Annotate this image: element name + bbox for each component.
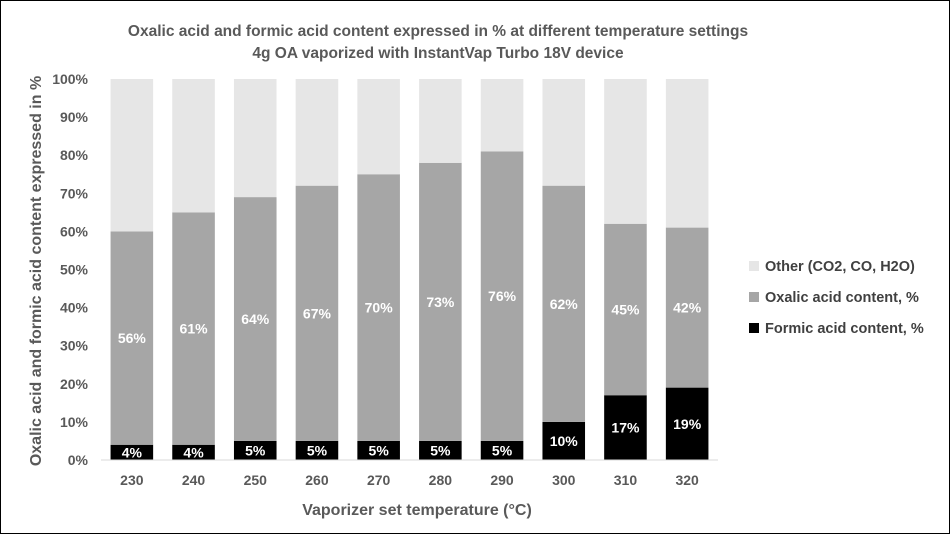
- data-label: 64%: [241, 311, 270, 327]
- x-axis-title: Vaporizer set temperature (°C): [302, 502, 532, 519]
- bar-segment-formic: [295, 440, 339, 460]
- bar-segment-other: [233, 79, 277, 198]
- data-label: 62%: [550, 296, 579, 312]
- legend-swatch: [749, 323, 759, 333]
- bar-segment-oxalic: [233, 197, 277, 441]
- data-label: 56%: [118, 330, 147, 346]
- legend-swatch: [749, 292, 759, 302]
- data-label: 70%: [365, 300, 394, 316]
- bar-segment-oxalic: [110, 231, 154, 445]
- data-label: 17%: [611, 420, 640, 436]
- x-tick-label: 240: [182, 472, 206, 488]
- data-label: 67%: [303, 305, 332, 321]
- bar-segment-formic: [110, 444, 154, 460]
- bar-segment-oxalic: [172, 212, 215, 445]
- x-tick-label: 230: [120, 472, 144, 488]
- bar-segment-oxalic: [295, 185, 339, 441]
- bar-segment-other: [110, 79, 154, 232]
- bar-segment-oxalic: [357, 174, 400, 441]
- bar-segment-other: [480, 79, 524, 152]
- bar-segment-oxalic: [604, 223, 647, 396]
- data-label: 45%: [611, 302, 640, 318]
- bar-segment-formic: [665, 387, 709, 460]
- chart-title: Oxalic acid and formic acid content expr…: [128, 23, 748, 40]
- bars: 4% 56% 4% 61% 5% 64% 5% 67% 5% 70% 5% 73% 5% 76% 10% 62…: [110, 79, 709, 460]
- bar-segment-oxalic: [665, 227, 709, 388]
- data-label: 5%: [492, 442, 513, 458]
- y-tick-label: 70%: [60, 185, 89, 201]
- data-label: 5%: [245, 442, 266, 458]
- data-label: 5%: [307, 442, 328, 458]
- bar-segment-other: [419, 79, 462, 163]
- x-tick-label: 320: [675, 472, 699, 488]
- bar-segment-other: [604, 79, 647, 224]
- bar-segment-oxalic: [542, 185, 586, 422]
- bar-segment-oxalic: [480, 151, 524, 441]
- legend: Other (CO2, CO, H2O) Oxalic acid content,…: [749, 259, 924, 337]
- data-label: 42%: [673, 300, 702, 316]
- bar-segment-formic: [480, 440, 524, 460]
- data-label: 19%: [673, 416, 702, 432]
- y-tick-label: 30%: [60, 338, 89, 354]
- y-tick-label: 50%: [60, 262, 89, 278]
- y-tick-label: 80%: [60, 147, 89, 163]
- x-tick-label: 300: [552, 472, 576, 488]
- x-axis-ticks: 230 240 250 260 270 280 290 300 310 320: [120, 472, 699, 488]
- x-tick-label: 250: [244, 472, 268, 488]
- x-tick-label: 260: [305, 472, 329, 488]
- data-label: 76%: [488, 288, 517, 304]
- y-tick-label: 40%: [60, 300, 89, 316]
- bar-segment-other: [357, 79, 400, 175]
- y-tick-label: 20%: [60, 376, 89, 392]
- data-label: 4%: [122, 444, 143, 460]
- data-label: 4%: [183, 444, 204, 460]
- y-tick-label: 0%: [68, 452, 89, 468]
- bar-segment-other: [295, 79, 339, 186]
- bar-segment-formic: [419, 440, 462, 460]
- bar-segment-formic: [233, 440, 277, 460]
- legend-swatch: [749, 261, 759, 271]
- legend-label: Formic acid content, %: [765, 321, 924, 337]
- bar-segment-formic: [604, 395, 647, 460]
- bar-segment-other: [665, 79, 709, 228]
- chart-subtitle: 4g OA vaporized with InstantVap Turbo 18…: [252, 45, 624, 62]
- data-label: 73%: [426, 294, 455, 310]
- bar-segment-formic: [542, 421, 586, 460]
- x-tick-label: 290: [490, 472, 514, 488]
- y-tick-label: 10%: [60, 414, 89, 430]
- bar-segment-oxalic: [419, 162, 462, 441]
- bar-segment-other: [542, 79, 586, 186]
- bar-segment-formic: [172, 444, 215, 460]
- bar-segment-other: [172, 79, 215, 213]
- y-axis-ticks: 0% 10% 20% 30% 40% 50% 60% 70% 80% 90% 100%: [52, 71, 88, 468]
- legend-label: Oxalic acid content, %: [765, 290, 919, 306]
- legend-label: Other (CO2, CO, H2O): [765, 259, 915, 275]
- x-tick-label: 270: [367, 472, 391, 488]
- bar-segment-formic: [357, 440, 400, 460]
- data-label: 5%: [430, 442, 451, 458]
- data-label: 61%: [180, 321, 209, 337]
- y-tick-label: 60%: [60, 223, 89, 239]
- y-tick-label: 100%: [52, 71, 88, 87]
- data-label: 5%: [369, 442, 390, 458]
- data-label: 10%: [550, 433, 579, 449]
- x-tick-label: 280: [429, 472, 453, 488]
- x-tick-label: 310: [614, 472, 638, 488]
- y-axis-title: Oxalic acid and formic acid content expr…: [28, 76, 45, 466]
- y-tick-label: 90%: [60, 109, 89, 125]
